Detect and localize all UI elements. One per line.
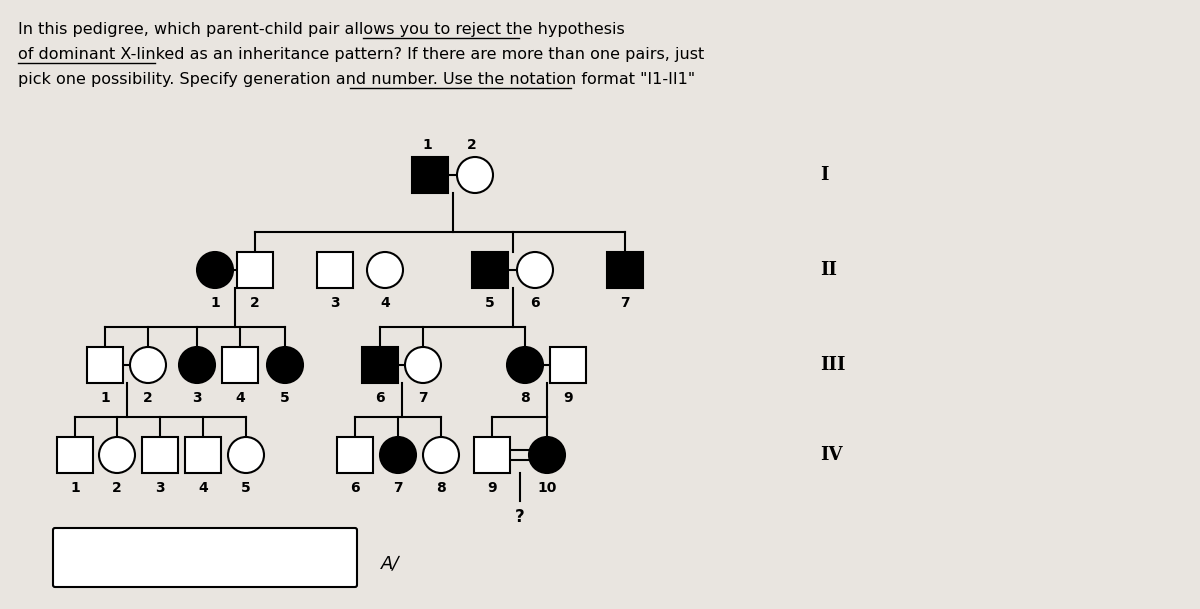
Text: 7: 7 xyxy=(418,391,428,405)
Text: 5: 5 xyxy=(241,481,251,495)
Text: 8: 8 xyxy=(520,391,530,405)
Text: pick one possibility. Specify generation and number. Use the notation format "I1: pick one possibility. Specify generation… xyxy=(18,72,695,87)
Text: 1: 1 xyxy=(70,481,80,495)
Text: 7: 7 xyxy=(394,481,403,495)
Text: I: I xyxy=(820,166,828,184)
Bar xyxy=(474,437,510,473)
Text: 1: 1 xyxy=(210,296,220,310)
Ellipse shape xyxy=(98,437,134,473)
Ellipse shape xyxy=(406,347,442,383)
Ellipse shape xyxy=(130,347,166,383)
Ellipse shape xyxy=(179,347,215,383)
Text: 5: 5 xyxy=(485,296,494,310)
Bar xyxy=(185,437,221,473)
Bar xyxy=(362,347,398,383)
Bar xyxy=(238,252,274,288)
Text: 10: 10 xyxy=(538,481,557,495)
Text: 4: 4 xyxy=(235,391,245,405)
Ellipse shape xyxy=(517,252,553,288)
Text: 2: 2 xyxy=(143,391,152,405)
Bar xyxy=(317,252,353,288)
Bar xyxy=(412,157,448,193)
Bar xyxy=(88,347,124,383)
Text: 1: 1 xyxy=(422,138,432,152)
Ellipse shape xyxy=(529,437,565,473)
Bar xyxy=(550,347,586,383)
Ellipse shape xyxy=(266,347,302,383)
Text: III: III xyxy=(820,356,846,374)
Text: 9: 9 xyxy=(487,481,497,495)
Ellipse shape xyxy=(457,157,493,193)
Text: ?: ? xyxy=(515,508,524,526)
Bar xyxy=(58,437,94,473)
Text: of dominant X-linked as an inheritance pattern? If there are more than one pairs: of dominant X-linked as an inheritance p… xyxy=(18,47,704,62)
Text: 2: 2 xyxy=(467,138,476,152)
Text: 6: 6 xyxy=(350,481,360,495)
Text: 9: 9 xyxy=(563,391,572,405)
Text: 4: 4 xyxy=(380,296,390,310)
Text: 1: 1 xyxy=(100,391,110,405)
Text: 3: 3 xyxy=(330,296,340,310)
Text: 3: 3 xyxy=(192,391,202,405)
Text: 8: 8 xyxy=(436,481,446,495)
Bar xyxy=(472,252,508,288)
Text: 5: 5 xyxy=(280,391,290,405)
Text: 7: 7 xyxy=(620,296,630,310)
Text: 3: 3 xyxy=(155,481,164,495)
Ellipse shape xyxy=(380,437,416,473)
FancyBboxPatch shape xyxy=(53,528,358,587)
Ellipse shape xyxy=(367,252,403,288)
Text: II: II xyxy=(820,261,838,279)
Bar xyxy=(142,437,178,473)
Text: 6: 6 xyxy=(530,296,540,310)
Ellipse shape xyxy=(424,437,458,473)
Bar xyxy=(222,347,258,383)
Text: 2: 2 xyxy=(112,481,122,495)
Bar xyxy=(607,252,643,288)
Ellipse shape xyxy=(508,347,542,383)
Text: In this pedigree, which parent-child pair allows you to reject the hypothesis: In this pedigree, which parent-child pai… xyxy=(18,22,625,37)
Ellipse shape xyxy=(197,252,233,288)
Ellipse shape xyxy=(228,437,264,473)
Text: A∕: A∕ xyxy=(380,554,400,572)
Text: 6: 6 xyxy=(376,391,385,405)
Text: 2: 2 xyxy=(250,296,260,310)
Bar xyxy=(337,437,373,473)
Text: IV: IV xyxy=(820,446,842,464)
Text: 4: 4 xyxy=(198,481,208,495)
